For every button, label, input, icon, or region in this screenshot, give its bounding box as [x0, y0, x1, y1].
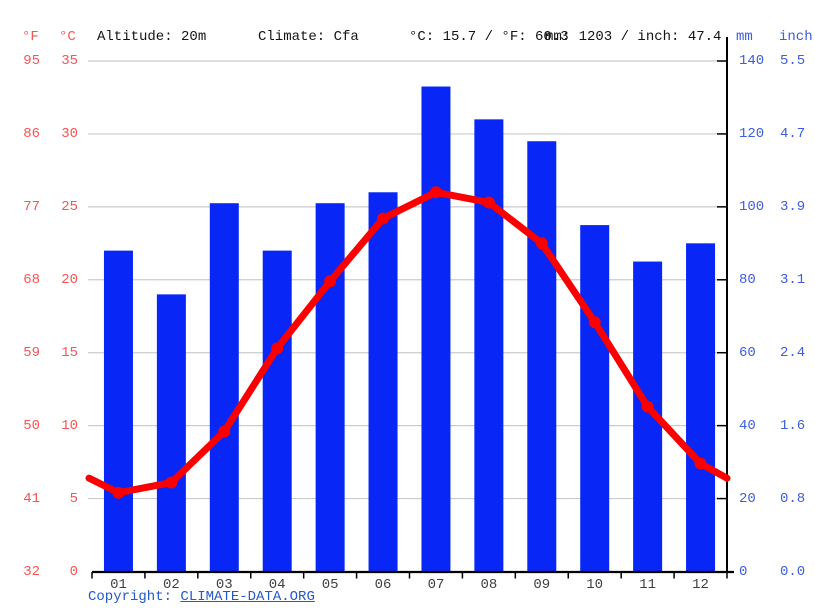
precip-bar-08	[474, 119, 504, 572]
header-climate-class: Climate: Cfa	[258, 29, 359, 45]
precip-bar-10	[580, 225, 610, 572]
header-altitude: Altitude: 20m	[97, 29, 207, 45]
precip-bar-07	[421, 86, 451, 573]
precip-bar-09	[527, 141, 557, 572]
header-temp-summary: °C: 15.7 / °F: 60.3	[409, 29, 569, 45]
temperature-point-09	[535, 237, 548, 250]
temperature-point-11	[641, 400, 654, 413]
precip-bar-03	[209, 203, 239, 573]
copyright-line: Copyright: CLIMATE-DATA.ORG	[88, 589, 315, 606]
climate-data-org-link[interactable]: CLIMATE-DATA.ORG	[180, 589, 315, 605]
precip-bar-05	[315, 203, 345, 573]
temperature-point-08	[482, 196, 495, 209]
temperature-point-10	[588, 316, 601, 329]
header-mm-label: mm	[736, 29, 753, 45]
header-inch-label: inch	[779, 29, 813, 45]
temperature-point-01	[112, 486, 125, 499]
temperature-point-07	[429, 186, 442, 199]
precip-bar-04	[262, 250, 292, 572]
temperature-point-03	[218, 425, 231, 438]
temperature-line	[85, 188, 731, 497]
precip-bar-12	[686, 243, 716, 573]
temperature-point-12	[694, 457, 707, 470]
precip-bar-06	[368, 192, 398, 572]
precip-bar-02	[156, 294, 186, 572]
temperature-point-06	[377, 212, 390, 225]
header-fahrenheit-label: °F	[22, 29, 39, 45]
temperature-point-02	[165, 476, 178, 489]
temperature-point-05	[324, 275, 337, 288]
precip-bar-01	[103, 250, 133, 572]
header-celsius-label: °C	[59, 29, 76, 45]
header-precip-summary: mm: 1203 / inch: 47.4	[545, 29, 722, 45]
temperature-point-04	[271, 342, 284, 355]
copyright-prefix: Copyright:	[88, 589, 181, 605]
